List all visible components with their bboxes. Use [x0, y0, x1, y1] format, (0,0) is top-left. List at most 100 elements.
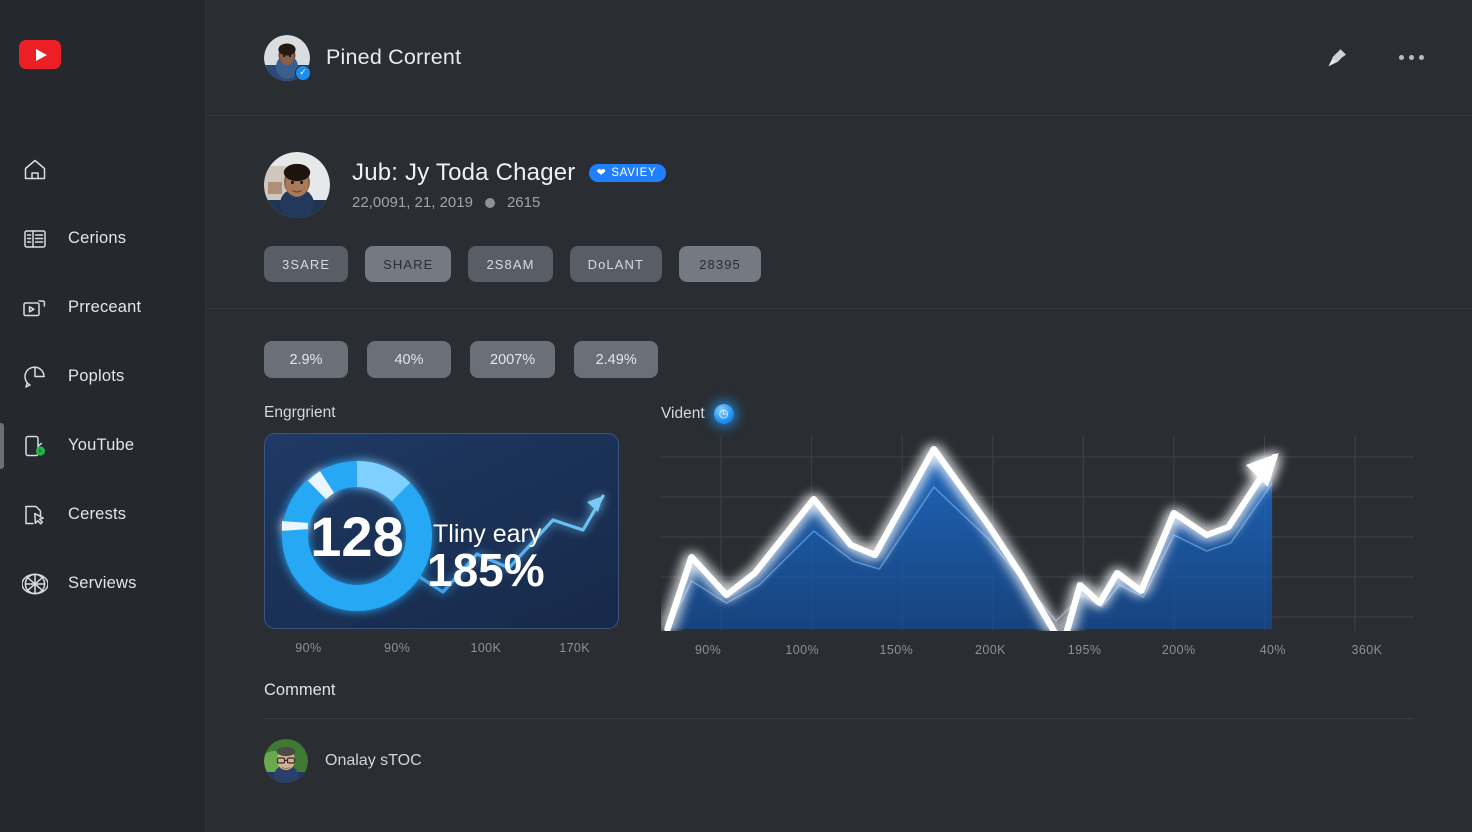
- commenter-avatar[interactable]: [264, 739, 308, 783]
- profile-subtitle: 22,0091, 21, 2019 2615: [352, 194, 666, 211]
- main-content: ✓ Pined Corrent: [206, 0, 1472, 832]
- axis-tick-label: 150%: [879, 643, 914, 657]
- sidebar-item-home[interactable]: [0, 135, 205, 204]
- axis-tick-label: 90%: [384, 641, 411, 655]
- line-chart-area: [667, 449, 1273, 631]
- separator-dot-icon: [484, 197, 495, 208]
- profile-avatar[interactable]: [264, 152, 330, 218]
- line-chart-title-text: Vident: [661, 405, 705, 422]
- action-button-2s8am[interactable]: 2S8AM: [468, 246, 553, 282]
- action-button-3sare[interactable]: 3SARE: [264, 246, 349, 282]
- topbar-actions: [1322, 43, 1426, 73]
- comment-author: Onalay sTOC: [325, 752, 422, 769]
- topbar: ✓ Pined Corrent: [206, 0, 1472, 116]
- profile-avatar-image: [264, 152, 330, 218]
- avatar[interactable]: ✓: [264, 34, 311, 81]
- profile-date: 22,0091, 21, 2019: [352, 194, 473, 211]
- stat-chip[interactable]: 2007%: [470, 341, 556, 378]
- axis-tick-label: 195%: [1067, 643, 1102, 657]
- axis-tick-label: 200K: [975, 643, 1006, 657]
- commenter-avatar-image: [264, 739, 308, 783]
- sidebar-item-label: YouTube: [68, 436, 135, 454]
- donut-annotation-top: Tliny eary: [433, 520, 542, 548]
- line-chart-series: [664, 446, 1279, 631]
- profile-name-line: Jub: Jy Toda Chager ❤ SAVIEY: [352, 159, 667, 187]
- line-chart-block: Vident ◷: [661, 404, 1414, 657]
- news-icon: [24, 229, 46, 248]
- axis-tick-label: 90%: [295, 641, 322, 655]
- heart-icon: ❤: [596, 166, 607, 179]
- profile-action-buttons: 3SARE SHARE 2S8AM DoLANT 28395: [264, 246, 1414, 282]
- sidebar-item-label: Poplots: [68, 367, 125, 385]
- comments-section: Comment: [206, 657, 1472, 783]
- sidebar-item-label: Serviews: [68, 574, 137, 592]
- globe-icon: [22, 573, 48, 594]
- dot: [1408, 55, 1414, 60]
- profile-count: 2615: [506, 194, 541, 211]
- page-title: Pined Corrent: [326, 45, 462, 69]
- axis-tick-label: 200%: [1161, 643, 1196, 657]
- sidebar: Cerions Prreceant Poplots: [0, 0, 206, 832]
- sidebar-item-label: Cerests: [68, 505, 127, 523]
- profile-section: Jub: Jy Toda Chager ❤ SAVIEY 22,0091, 21…: [206, 116, 1472, 309]
- stats-chip-row: 2.9% 40% 2007% 2.49%: [206, 309, 1472, 378]
- pin-icon[interactable]: [1322, 43, 1352, 73]
- sidebar-item-youtube[interactable]: YouTube: [0, 411, 205, 480]
- axis-tick-label: 40%: [1259, 643, 1286, 657]
- axis-tick-label: 170K: [559, 641, 591, 655]
- axis-tick-label: 100K: [470, 641, 502, 655]
- donut-annotation-value: 185%: [427, 544, 545, 596]
- axis-tick-label: 100%: [785, 643, 819, 657]
- document-cursor-icon: [25, 505, 44, 525]
- profile-name: Jub: Jy Toda Chager: [352, 159, 576, 186]
- share-button[interactable]: SHARE: [365, 246, 452, 282]
- dot: [1398, 55, 1404, 60]
- user-avatar: [264, 34, 310, 81]
- stat-chip[interactable]: 2.9%: [264, 341, 348, 378]
- comments-title: Comment: [264, 681, 336, 699]
- sparkline-arrow-icon: [587, 496, 603, 512]
- axis-tick-label: 360K: [1351, 643, 1383, 657]
- sidebar-item-label: Cerions: [68, 229, 127, 247]
- sidebar-item-serviews[interactable]: Serviews: [0, 549, 205, 618]
- sidebar-item-prreceant[interactable]: Prreceant: [0, 273, 205, 342]
- donut-rings: [281, 460, 432, 611]
- pie-chat-icon: [24, 365, 45, 388]
- axis-tick-label: 90%: [694, 643, 722, 657]
- comment-item[interactable]: Onalay sTOC: [264, 739, 1414, 783]
- profile-header-row: Jub: Jy Toda Chager ❤ SAVIEY 22,0091, 21…: [264, 152, 1414, 218]
- video-folder-icon: [23, 299, 46, 316]
- status-badge-label: SAVIEY: [611, 167, 657, 179]
- donut-chart-block: Engrgrient: [264, 404, 619, 657]
- status-badge[interactable]: ❤ SAVIEY: [588, 164, 667, 182]
- sidebar-item-label: Prreceant: [68, 298, 142, 316]
- youtube-logo-icon[interactable]: [19, 40, 61, 69]
- dot: [1418, 55, 1424, 60]
- donut-chart-panel[interactable]: 128 Tliny eary 185%: [264, 433, 619, 629]
- trend-arrow-icon: [1245, 453, 1279, 487]
- sidebar-item-cerions[interactable]: Cerions: [0, 204, 205, 273]
- profile-meta: Jub: Jy Toda Chager ❤ SAVIEY 22,0091, 21…: [352, 159, 667, 211]
- line-chart-title: Vident ◷: [661, 404, 1414, 424]
- topbar-identity: ✓ Pined Corrent: [264, 34, 462, 81]
- action-button-dolant[interactable]: DoLANT: [569, 246, 663, 282]
- play-triangle-icon: [36, 48, 47, 61]
- mobile-play-icon: [25, 435, 46, 456]
- divider: [264, 718, 1414, 719]
- sidebar-item-cerests[interactable]: Cerests: [0, 480, 205, 549]
- sidebar-item-poplots[interactable]: Poplots: [0, 342, 205, 411]
- charts-area: Engrgrient: [206, 378, 1472, 657]
- glow-clock-icon: ◷: [713, 404, 734, 424]
- more-options-icon[interactable]: [1396, 43, 1426, 73]
- donut-chart-title-text: Engrgrient: [264, 404, 336, 421]
- line-chart-panel[interactable]: [661, 435, 1414, 631]
- donut-center-value: 128: [310, 505, 403, 568]
- stat-chip[interactable]: 40%: [367, 341, 451, 378]
- home-icon: [24, 159, 46, 179]
- verified-badge-icon: ✓: [295, 64, 311, 81]
- donut-chart-title: Engrgrient: [264, 404, 619, 422]
- stat-chip[interactable]: 2.49%: [574, 341, 659, 378]
- donut-axis-labels: 90% 90% 100K 170K: [264, 641, 619, 655]
- action-button-28395[interactable]: 28395: [679, 246, 762, 282]
